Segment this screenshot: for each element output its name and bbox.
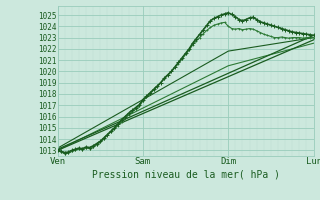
X-axis label: Pression niveau de la mer( hPa ): Pression niveau de la mer( hPa ) (92, 169, 280, 179)
